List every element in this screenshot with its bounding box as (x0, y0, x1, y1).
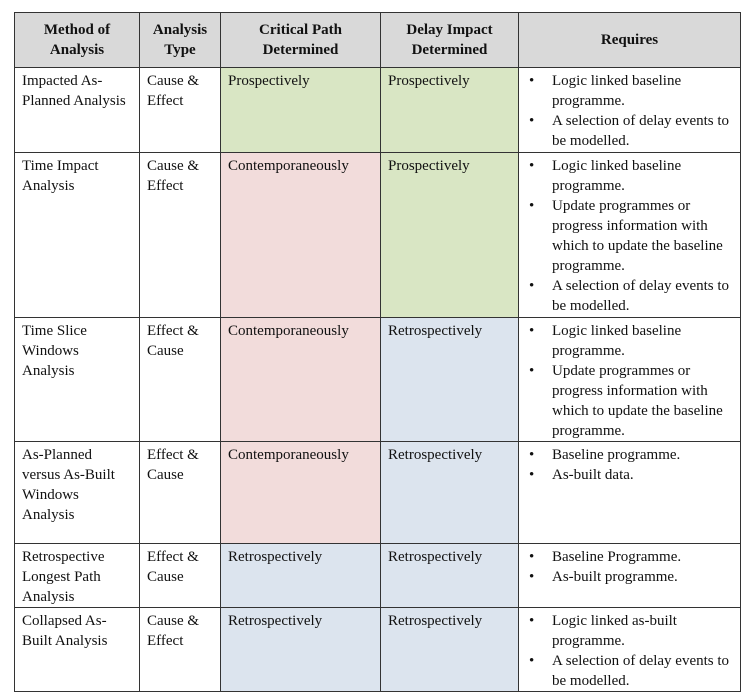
method-cell: As-Planned versus As-Built Windows Analy… (14, 441, 140, 544)
method-cell: Retrospective Longest Path Analysis (14, 543, 140, 608)
critical-path-cell: Contemporaneously (220, 152, 381, 318)
requires-item: Update programmes or progress informatio… (526, 196, 733, 276)
table-row: Retrospective Longest Path Analysis Effe… (14, 543, 741, 608)
requires-cell: Baseline programme. As-built data. (518, 441, 741, 544)
requires-item: A selection of delay events to be modell… (526, 651, 733, 691)
requires-item: Baseline programme. (526, 445, 733, 465)
critical-path-cell: Retrospectively (220, 607, 381, 692)
analysis-type-cell: Cause & Effect (139, 152, 221, 318)
analysis-methods-table-wrapper: Method of Analysis Analysis Type Critica… (14, 12, 741, 692)
method-cell: Collapsed As-Built Analysis (14, 607, 140, 692)
critical-path-cell: Contemporaneously (220, 441, 381, 544)
table-row: Collapsed As-Built Analysis Cause & Effe… (14, 607, 741, 692)
delay-impact-cell: Retrospectively (380, 543, 519, 608)
delay-impact-cell: Retrospectively (380, 607, 519, 692)
table-row: As-Planned versus As-Built Windows Analy… (14, 441, 741, 544)
header-row: Method of Analysis Analysis Type Critica… (14, 12, 741, 68)
method-cell: Impacted As-Planned Analysis (14, 67, 140, 153)
requires-list: Baseline programme. As-built data. (526, 445, 733, 485)
method-cell: Time Slice Windows Analysis (14, 317, 140, 442)
table-row: Time Slice Windows Analysis Effect & Cau… (14, 317, 741, 442)
requires-item: A selection of delay events to be modell… (526, 276, 733, 316)
requires-item: As-built data. (526, 465, 733, 485)
requires-item: Baseline Programme. (526, 547, 733, 567)
header-analysis-type: Analysis Type (139, 12, 221, 68)
table-row: Impacted As-Planned Analysis Cause & Eff… (14, 67, 741, 153)
delay-impact-cell: Prospectively (380, 67, 519, 153)
header-delay-impact: Delay Impact Determined (380, 12, 519, 68)
requires-list: Logic linked as-built programme. A selec… (526, 611, 733, 691)
delay-impact-cell: Prospectively (380, 152, 519, 318)
requires-cell: Baseline Programme. As-built programme. (518, 543, 741, 608)
header-critical-path: Critical Path Determined (220, 12, 381, 68)
requires-item: Update programmes or progress informatio… (526, 361, 733, 441)
requires-item: As-built programme. (526, 567, 733, 587)
requires-item: Logic linked as-built programme. (526, 611, 733, 651)
requires-item: Logic linked baseline programme. (526, 71, 733, 111)
analysis-type-cell: Cause & Effect (139, 67, 221, 153)
analysis-type-cell: Effect & Cause (139, 441, 221, 544)
requires-cell: Logic linked baseline programme. A selec… (518, 67, 741, 153)
critical-path-cell: Retrospectively (220, 543, 381, 608)
analysis-type-cell: Effect & Cause (139, 543, 221, 608)
critical-path-cell: Contemporaneously (220, 317, 381, 442)
requires-cell: Logic linked as-built programme. A selec… (518, 607, 741, 692)
method-cell: Time Impact Analysis (14, 152, 140, 318)
requires-cell: Logic linked baseline programme. Update … (518, 317, 741, 442)
requires-item: Logic linked baseline programme. (526, 156, 733, 196)
table-row: Time Impact Analysis Cause & Effect Cont… (14, 152, 741, 318)
requires-item: Logic linked baseline programme. (526, 321, 733, 361)
analysis-type-cell: Cause & Effect (139, 607, 221, 692)
delay-impact-cell: Retrospectively (380, 317, 519, 442)
analysis-type-cell: Effect & Cause (139, 317, 221, 442)
requires-list: Logic linked baseline programme. Update … (526, 156, 733, 316)
requires-list: Logic linked baseline programme. A selec… (526, 71, 733, 151)
requires-cell: Logic linked baseline programme. Update … (518, 152, 741, 318)
requires-list: Baseline Programme. As-built programme. (526, 547, 733, 587)
critical-path-cell: Prospectively (220, 67, 381, 153)
requires-list: Logic linked baseline programme. Update … (526, 321, 733, 441)
requires-item: A selection of delay events to be modell… (526, 111, 733, 151)
analysis-methods-table: Method of Analysis Analysis Type Critica… (14, 12, 741, 692)
header-requires: Requires (518, 12, 741, 68)
delay-impact-cell: Retrospectively (380, 441, 519, 544)
header-method: Method of Analysis (14, 12, 140, 68)
